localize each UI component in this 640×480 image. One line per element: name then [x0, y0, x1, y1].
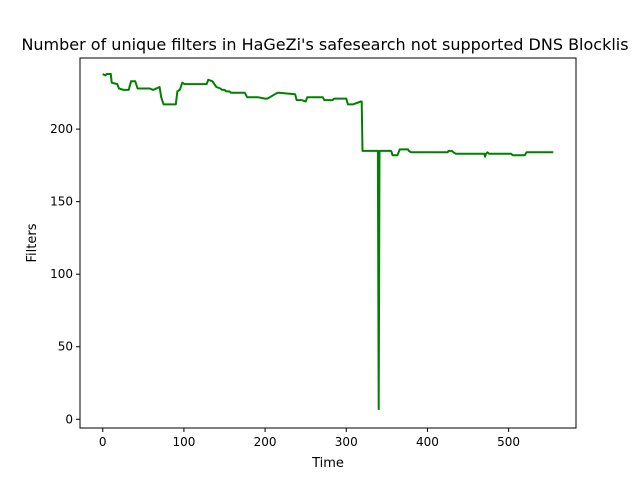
x-tick-label: 500 — [497, 435, 520, 449]
y-tick-label: 100 — [50, 267, 73, 281]
series-layer — [102, 73, 554, 411]
x-tick-label: 100 — [172, 435, 195, 449]
y-axis-label: Filters — [25, 223, 40, 262]
y-tick-label: 50 — [58, 340, 73, 354]
x-tick-label: 300 — [335, 435, 358, 449]
series-line-0 — [102, 73, 554, 411]
x-axis: 0 100 200 300 400 500 — [99, 428, 520, 449]
y-tick-label: 200 — [50, 122, 73, 136]
x-axis-label: Time — [311, 456, 344, 471]
y-tick-label: 0 — [65, 412, 73, 426]
x-tick-label: 200 — [254, 435, 277, 449]
y-axis: 0 50 100 150 200 — [50, 122, 80, 426]
x-tick-label: 0 — [99, 435, 107, 449]
x-tick-label: 400 — [416, 435, 439, 449]
chart-title: Number of unique filters in HaGeZi's saf… — [21, 35, 628, 54]
plot-area — [79, 57, 577, 429]
y-tick-label: 150 — [50, 195, 73, 209]
